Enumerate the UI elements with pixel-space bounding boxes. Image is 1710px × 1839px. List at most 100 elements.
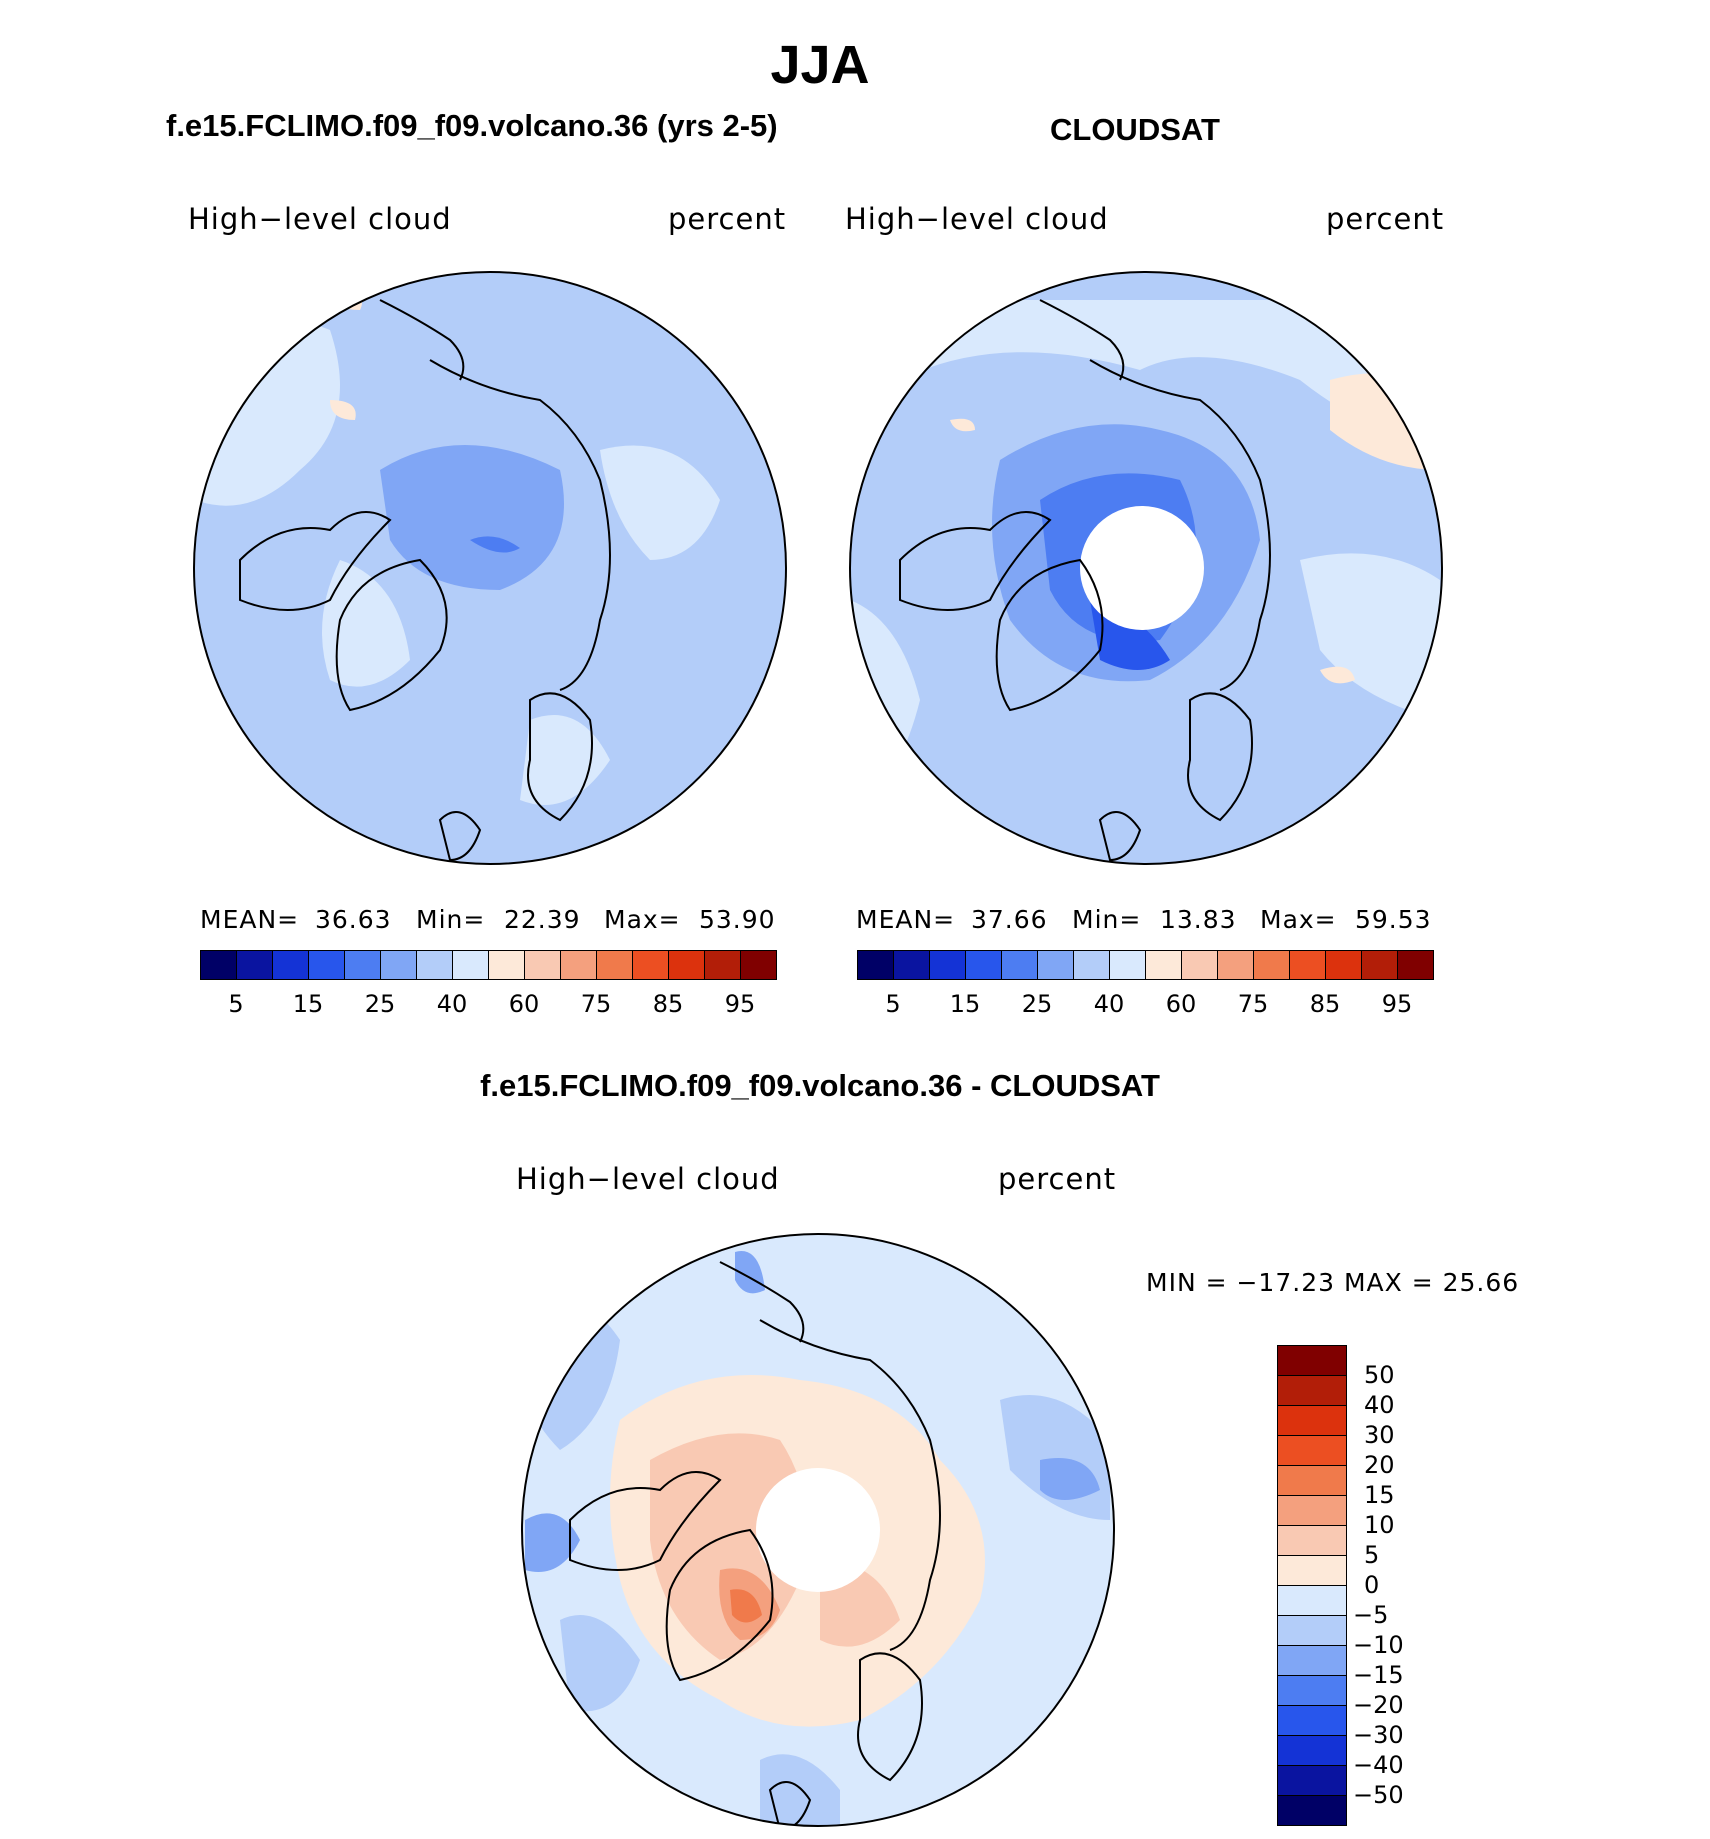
diff-map <box>522 1234 1114 1826</box>
obs-coastline-siberia <box>1089 359 1271 691</box>
colorbar-tick-label: 60 <box>1165 990 1197 1018</box>
colorbar-tick-label: −10 <box>1353 1631 1404 1659</box>
colorbar-tick-label: 75 <box>580 990 612 1018</box>
obs-colorbar <box>857 950 1434 980</box>
obs-positive-patch <box>1320 666 1355 684</box>
colorbar-tick-label: −20 <box>1353 1691 1404 1719</box>
colorbar-cell <box>488 950 525 980</box>
colorbar-tick-label: 15 <box>292 990 324 1018</box>
diff-negative-patch <box>1040 1458 1100 1500</box>
colorbar-cell <box>308 950 345 980</box>
obs-min-label: Min= <box>1072 905 1142 934</box>
obs-variable-label: High−level cloud <box>845 202 1109 236</box>
model-panel-title: f.e15.FCLIMO.f09_f09.volcano.36 (yrs 2-5… <box>166 108 778 143</box>
obs-positive-patch <box>950 418 975 432</box>
main-title: JJA <box>770 35 870 95</box>
colorbar-cell <box>1277 1675 1347 1706</box>
obs-panel-title: CLOUDSAT <box>1050 112 1220 147</box>
obs-light-region <box>850 300 1440 460</box>
diff-negative-patch <box>525 1513 580 1572</box>
colorbar-tick-label: 85 <box>1309 990 1341 1018</box>
colorbar-cell <box>668 950 705 980</box>
model-map <box>194 272 786 864</box>
obs-max-label: Max= <box>1260 905 1337 934</box>
colorbar-tick-label: 5 <box>228 990 244 1018</box>
diff-coastline-alaska <box>719 1261 805 1343</box>
obs-mean-label: MEAN= <box>856 905 956 934</box>
colorbar-cell <box>1277 1495 1347 1526</box>
diff-colorbar <box>1277 1345 1347 1826</box>
colorbar-cell <box>1277 1585 1347 1616</box>
colorbar-tick-label: 15 <box>1364 1481 1395 1509</box>
model-darkest-region <box>470 536 520 553</box>
diff-coastline-scandinavia <box>857 1652 923 1782</box>
colorbar-cell <box>1181 950 1218 980</box>
diff-coastline-britain <box>768 1781 812 1826</box>
colorbar-tick-label: 60 <box>508 990 540 1018</box>
colorbar-cell <box>929 950 966 980</box>
model-variable-label: High−level cloud <box>188 202 452 236</box>
model-min-value: 22.39 <box>504 905 581 934</box>
colorbar-cell <box>1001 950 1038 980</box>
obs-max-value: 59.53 <box>1355 905 1432 934</box>
colorbar-tick-label: −15 <box>1353 1661 1404 1689</box>
diff-coastline-greenland <box>665 1528 774 1682</box>
colorbar-tick-label: 5 <box>885 990 901 1018</box>
model-mean-value: 36.63 <box>315 905 392 934</box>
colorbar-cell <box>1325 950 1362 980</box>
obs-units-label: percent <box>1326 202 1445 236</box>
model-units-label: percent <box>668 202 787 236</box>
colorbar-tick-label: 0 <box>1364 1571 1380 1599</box>
colorbar-tick-label: 25 <box>1021 990 1053 1018</box>
colorbar-tick-label: 25 <box>364 990 396 1018</box>
colorbar-cell <box>704 950 741 980</box>
colorbar-cell <box>524 950 561 980</box>
colorbar-tick-label: 75 <box>1237 990 1269 1018</box>
colorbar-tick-label: 50 <box>1364 1361 1395 1389</box>
diff-variable-label: High−level cloud <box>516 1162 780 1196</box>
colorbar-cell <box>965 950 1002 980</box>
colorbar-cell <box>272 950 309 980</box>
diff-coastline-canada <box>569 1471 722 1571</box>
model-max-label: Max= <box>604 905 681 934</box>
colorbar-tick-label: 40 <box>1364 1391 1395 1419</box>
model-min-label: Min= <box>416 905 486 934</box>
diff-map-border <box>521 1233 1115 1827</box>
model-coastline-britain <box>438 811 482 862</box>
colorbar-cell <box>1277 1705 1347 1736</box>
colorbar-cell <box>1277 1375 1347 1406</box>
model-positive-patch <box>330 290 362 310</box>
diff-negative-region <box>560 1615 640 1712</box>
colorbar-tick-label: 95 <box>1381 990 1413 1018</box>
diff-negative-region <box>760 1754 840 1826</box>
model-coastline-canada <box>239 511 392 611</box>
diff-minmax-text: MIN = −17.23 MAX = 25.66 <box>1146 1268 1520 1297</box>
colorbar-cell <box>1277 1795 1347 1826</box>
colorbar-tick-label: −5 <box>1353 1601 1389 1629</box>
colorbar-tick-label: 95 <box>724 990 756 1018</box>
colorbar-tick-label: −40 <box>1353 1751 1404 1779</box>
model-mean-label: MEAN= <box>200 905 300 934</box>
diff-coastline-siberia <box>759 1319 941 1651</box>
obs-coastline-greenland <box>995 558 1104 712</box>
colorbar-cell <box>1073 950 1110 980</box>
obs-map-border <box>849 271 1443 865</box>
colorbar-cell <box>1277 1405 1347 1436</box>
colorbar-cell <box>1277 1345 1347 1376</box>
obs-missing-data-hole <box>1080 506 1204 630</box>
model-positive-patch <box>330 400 356 420</box>
colorbar-tick-label: 10 <box>1364 1511 1395 1539</box>
colorbar-cell <box>1109 950 1146 980</box>
colorbar-tick-label: 15 <box>949 990 981 1018</box>
colorbar-tick-label: 40 <box>1093 990 1125 1018</box>
colorbar-cell <box>596 950 633 980</box>
colorbar-cell <box>1397 950 1434 980</box>
colorbar-cell <box>1277 1645 1347 1676</box>
colorbar-cell <box>1277 1735 1347 1766</box>
model-coastline-scandinavia <box>527 692 593 822</box>
diff-missing-data-hole <box>756 1468 880 1592</box>
model-coastline-siberia <box>429 359 611 691</box>
model-coastline-alaska <box>379 299 465 381</box>
obs-mean-value: 37.66 <box>971 905 1048 934</box>
